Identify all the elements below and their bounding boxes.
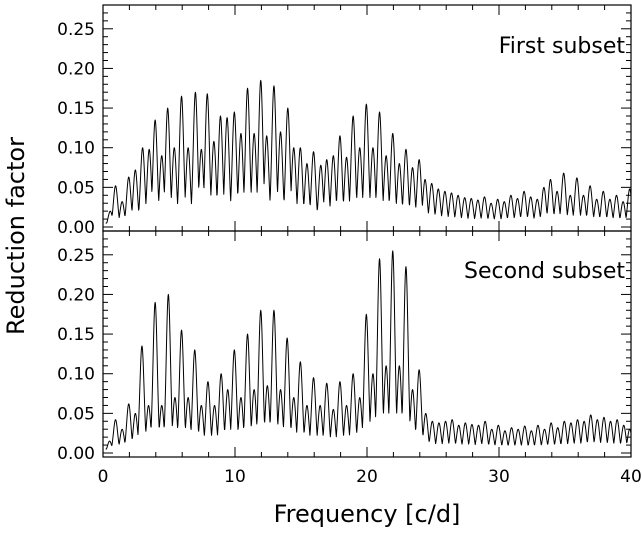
x-tick-label: 30: [488, 467, 510, 487]
y-tick-label: 0.05: [57, 178, 95, 198]
y-tick-label: 0.05: [57, 404, 95, 424]
y-tick-label: 0.20: [57, 285, 95, 305]
x-axis-title: Frequency [c/d]: [274, 500, 461, 528]
x-tick-label: 10: [224, 467, 246, 487]
y-tick-label: 0.15: [57, 325, 95, 345]
x-tick-labels: 0 10 20 30 40: [98, 467, 642, 487]
series-line-2: [105, 250, 632, 450]
y-tick-label: 0.10: [57, 365, 95, 385]
x-tick-label: 0: [98, 467, 109, 487]
y-tick-label: 0.00: [57, 444, 95, 464]
series-line-1: [105, 79, 632, 224]
y-tick-label: 0.15: [57, 99, 95, 119]
y-tick-label: 0.25: [57, 20, 95, 40]
y-tick-label: 0.25: [57, 246, 95, 266]
y-axis-title: Reduction factor: [2, 137, 30, 335]
y-tick-label: 0.00: [57, 218, 95, 238]
x-tick-label: 20: [356, 467, 378, 487]
y-tick-label: 0.20: [57, 59, 95, 79]
panel-2: 0.00 0.05 0.10 0.15 0.20 0.25 Second subset: [57, 230, 632, 464]
x-tick-label: 40: [620, 467, 642, 487]
panel-1: 0.00 0.05 0.10 0.15 0.20 0.25 First subset: [57, 4, 632, 238]
y-tick-label: 0.10: [57, 139, 95, 159]
panel-label-2: Second subset: [464, 259, 625, 284]
panel-label-1: First subset: [499, 34, 626, 59]
